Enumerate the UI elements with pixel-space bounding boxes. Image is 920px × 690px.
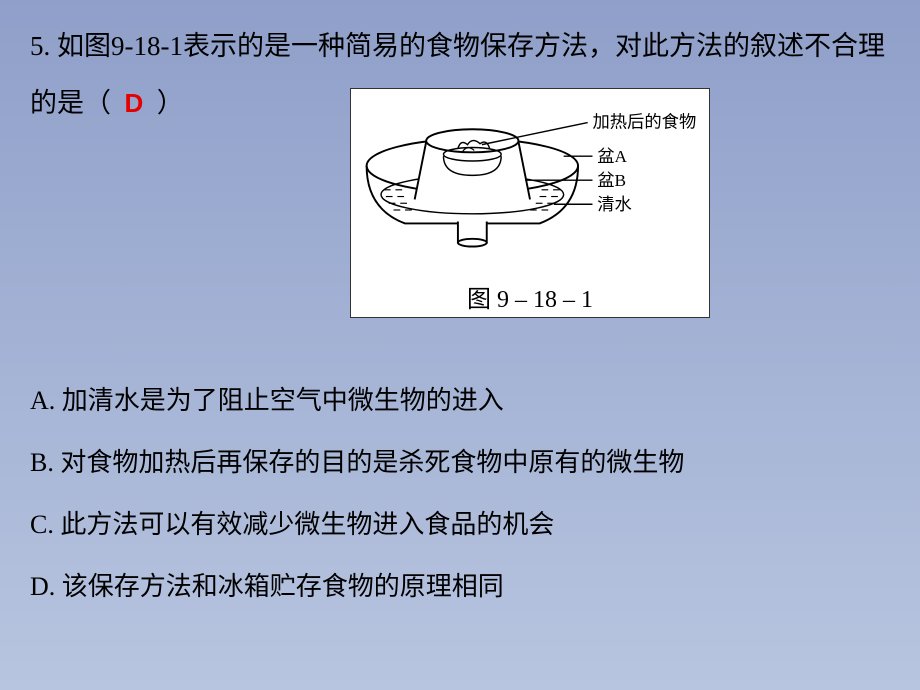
diagram-figure: 加热后的食物 盆A 盆B 清水 图 9 – 18 – 1 (350, 88, 710, 318)
option-d: D. 该保存方法和冰箱贮存食物的原理相同 (30, 557, 890, 617)
diagram-caption: 图 9 – 18 – 1 (357, 279, 703, 314)
label-basin-a: 盆A (597, 147, 627, 166)
option-a: A. 加清水是为了阻止空气中微生物的进入 (30, 371, 890, 431)
label-water: 清水 (597, 195, 632, 214)
answer-letter: D (125, 88, 144, 118)
label-heated-food: 加热后的食物 (592, 112, 696, 131)
option-c: C. 此方法可以有效减少微生物进入食品的机会 (30, 495, 890, 555)
question-number: 5. (30, 31, 50, 61)
food-preservation-diagram: 加热后的食物 盆A 盆B 清水 (357, 95, 703, 275)
label-basin-b: 盆B (597, 171, 626, 190)
option-b: B. 对食物加热后再保存的目的是杀死食物中原有的微生物 (30, 433, 890, 493)
options-list: A. 加清水是为了阻止空气中微生物的进入 B. 对食物加热后再保存的目的是杀死食… (30, 371, 890, 616)
slide-content: 5. 如图9-18-1表示的是一种简易的食物保存方法，对此方法的叙述不合理的是（… (0, 0, 920, 637)
question-text-2: ） (157, 88, 184, 118)
